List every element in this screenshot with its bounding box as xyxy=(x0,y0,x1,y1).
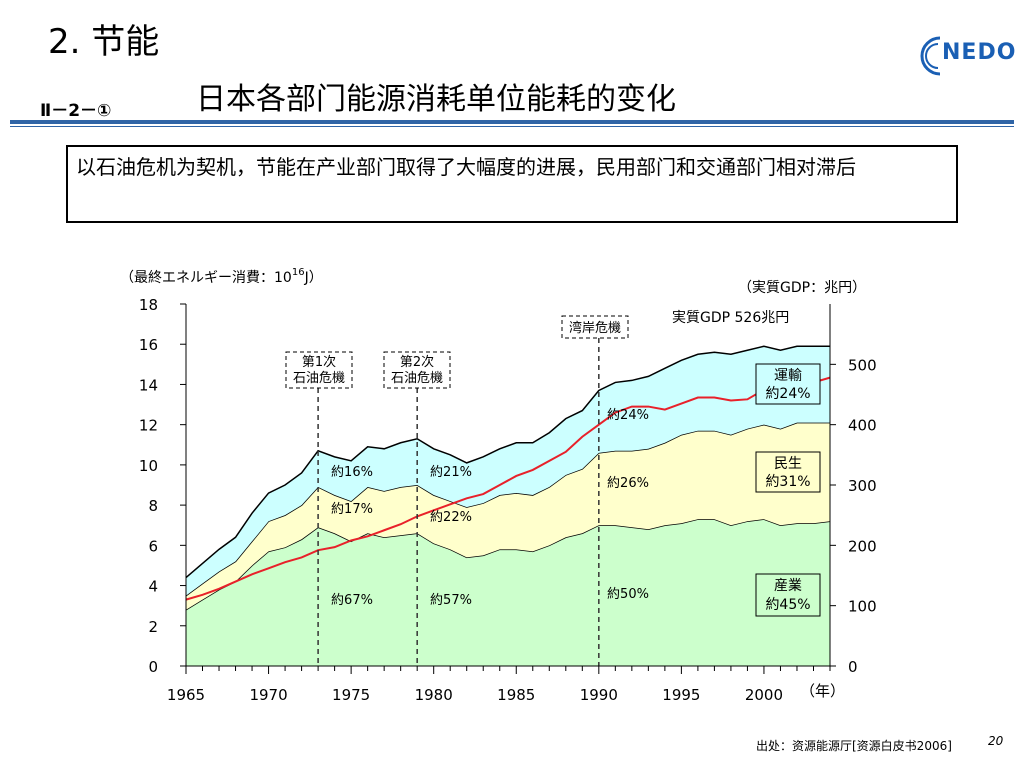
right-axis-label: （実質GDP：兆円） xyxy=(738,280,866,296)
header-rule-thin xyxy=(10,126,1014,127)
x-tick-label: 1970 xyxy=(249,686,287,704)
share-1990-residential: 約26% xyxy=(607,476,649,491)
x-tick-label: 1995 xyxy=(662,686,700,704)
event-label-3: 湾岸危機 xyxy=(569,320,621,336)
x-tick-label: 2000 xyxy=(745,686,783,704)
slide-title: 日本各部门能源消耗单位能耗的变化 xyxy=(196,82,676,117)
share-1973-residential: 約17% xyxy=(331,502,373,517)
residential-area xyxy=(186,422,830,610)
nedo-logo: NEDO xyxy=(918,34,1015,78)
latest-industry-name: 産業 xyxy=(774,578,802,594)
left-axis-label: （最終エネルギー消費：1016J） xyxy=(120,267,323,286)
y-tick-label: 16 xyxy=(139,336,158,354)
latest-residential-name: 民生 xyxy=(774,456,802,472)
summary-box: 以石油危机为契机，节能在产业部门取得了大幅度的进展，民用部门和交通部门相对滞后 xyxy=(66,145,958,223)
y2-tick-label: 0 xyxy=(848,658,858,676)
event-label-2-line1: 第2次 xyxy=(400,354,434,370)
y2-tick-label: 400 xyxy=(848,417,877,435)
event-lines xyxy=(317,338,600,666)
share-1979-residential: 約22% xyxy=(430,510,472,525)
y-tick-label: 2 xyxy=(148,618,158,636)
latest-industry-box: 産業 約45% xyxy=(755,573,821,617)
x-tick-label: 1985 xyxy=(497,686,535,704)
industry-area xyxy=(186,519,830,666)
event-box-1: 第1次 石油危機 xyxy=(285,351,353,389)
share-1979-transport: 約21% xyxy=(430,465,472,480)
share-1990-transport: 約24% xyxy=(607,408,649,423)
latest-industry-share: 約45% xyxy=(765,597,810,613)
y-tick-label: 12 xyxy=(139,417,158,435)
y-tick-label: 18 xyxy=(139,296,158,314)
x-unit-label: （年） xyxy=(800,682,845,700)
logo-mark-icon xyxy=(920,36,941,76)
event-label-1-line1: 第1次 xyxy=(302,354,336,370)
source-note: 出处：资源能源厅[资源白皮书2006] xyxy=(756,739,952,753)
y-tick-label: 4 xyxy=(148,578,158,596)
logo-text: NEDO xyxy=(942,40,1017,65)
slide-heading: 2. 节能 xyxy=(48,22,160,62)
transport-area-edge xyxy=(185,345,830,579)
share-1979-industry: 約57% xyxy=(430,593,472,608)
y-tick-label: 6 xyxy=(148,537,158,555)
header-rule xyxy=(10,120,1014,124)
summary-text: 以石油危机为契机，节能在产业部门取得了大幅度的进展，民用部门和交通部门相对滞后 xyxy=(76,155,856,179)
event-label-2-line2: 石油危機 xyxy=(391,371,443,386)
y-tick-label: 14 xyxy=(139,376,158,394)
axes: 0 2 4 6 8 10 12 14 16 18 0 100 200 300 400 500 1965 1970 1… xyxy=(139,296,877,704)
section-number: Ⅱ－2－① xyxy=(40,101,112,121)
y-tick-label: 8 xyxy=(148,497,158,515)
event-box-2: 第2次 石油危機 xyxy=(383,351,451,389)
x-tick-label: 1965 xyxy=(167,686,205,704)
event-label-1-line2: 石油危機 xyxy=(293,371,345,386)
gdp-label: 実質GDP 526兆円 xyxy=(672,310,789,326)
latest-transport-name: 運輸 xyxy=(774,368,802,384)
y-tick-label: 10 xyxy=(139,457,158,475)
latest-transport-share: 約24% xyxy=(765,386,810,402)
area-layers xyxy=(185,345,831,666)
y2-tick-label: 200 xyxy=(848,537,877,555)
x-tick-label: 1980 xyxy=(415,686,453,704)
y-tick-label: 0 xyxy=(148,658,158,676)
share-1973-transport: 約16% xyxy=(331,465,373,480)
page-number: 20 xyxy=(988,734,1004,748)
y2-tick-label: 500 xyxy=(848,356,877,374)
y2-tick-label: 100 xyxy=(848,598,877,616)
event-box-3: 湾岸危機 xyxy=(561,315,629,339)
latest-transport-box: 運輸 約24% xyxy=(755,363,821,405)
chart-labels: （最終エネルギー消費：1016J） （実質GDP：兆円） （年） 実質GDP 5… xyxy=(120,267,866,700)
y2-tick-label: 300 xyxy=(848,477,877,495)
share-1973-industry: 約67% xyxy=(331,593,373,608)
latest-residential-share: 約31% xyxy=(765,474,810,490)
x-tick-label: 1990 xyxy=(580,686,618,704)
share-1990-industry: 約50% xyxy=(607,587,649,602)
x-tick-label: 1975 xyxy=(332,686,370,704)
latest-residential-box: 民生 約31% xyxy=(755,451,821,493)
gdp-line xyxy=(185,376,831,601)
